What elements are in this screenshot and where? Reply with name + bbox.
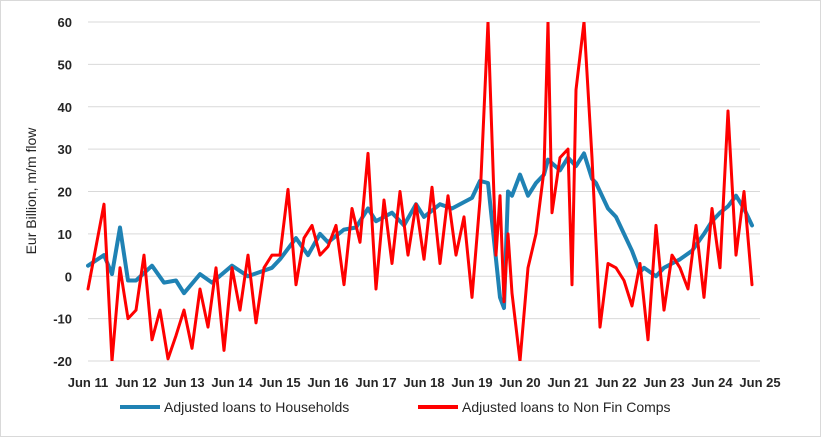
y-tick-label: 20	[58, 185, 72, 200]
legend-label: Adjusted loans to Non Fin Comps	[462, 399, 671, 415]
x-tick-label: Jun 25	[739, 375, 780, 390]
gridlines	[88, 21, 760, 362]
legend: Adjusted loans to Households Adjusted loa…	[120, 399, 671, 415]
x-tick-label: Jun 21	[547, 375, 588, 390]
x-tick-label: Jun 11	[68, 375, 108, 390]
x-tick-label: Jun 12	[115, 375, 156, 390]
y-tick-label: 40	[58, 100, 72, 115]
y-axis-title: Eur Billion, m/m flow	[23, 127, 39, 255]
y-tick-label: 50	[58, 57, 72, 72]
y-tick-label: 0	[65, 269, 72, 284]
x-tick-label: Jun 23	[643, 375, 684, 390]
y-tick-label: 30	[58, 142, 72, 157]
x-tick-label: Jun 20	[499, 375, 540, 390]
x-tick-label: Jun 14	[211, 375, 253, 390]
x-tick-label: Jun 17	[355, 375, 396, 390]
x-tick-label: Jun 19	[451, 375, 492, 390]
x-axis-tick-labels: Jun 11 Jun 12 Jun 13 Jun 14 Jun 15 Jun 16 Jun …	[68, 375, 781, 390]
x-tick-label: Jun 24	[691, 375, 733, 390]
y-tick-label: 60	[58, 15, 72, 30]
x-tick-label: Jun 16	[307, 375, 348, 390]
y-tick-label: 10	[58, 227, 72, 242]
series-layer	[86, 22, 754, 361]
y-axis-tick-labels: 60 50 40 30 20 10 0 -10 -20	[53, 15, 72, 369]
legend-label: Adjusted loans to Households	[164, 399, 349, 415]
x-tick-label: Jun 13	[163, 375, 204, 390]
x-tick-label: Jun 18	[403, 375, 444, 390]
x-tick-label: Jun 22	[595, 375, 636, 390]
x-tick-label: Jun 15	[259, 375, 300, 390]
y-tick-label: -10	[53, 312, 72, 327]
series-line	[86, 22, 754, 361]
y-tick-label: -20	[53, 354, 72, 369]
